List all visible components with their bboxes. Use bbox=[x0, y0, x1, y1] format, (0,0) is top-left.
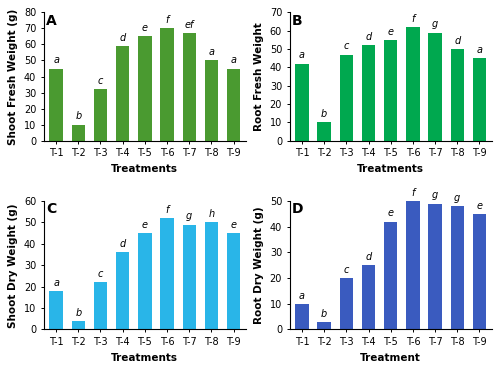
Bar bbox=[428, 33, 442, 141]
Text: h: h bbox=[208, 209, 214, 219]
Text: c: c bbox=[98, 269, 103, 279]
Text: D: D bbox=[292, 202, 304, 216]
Text: c: c bbox=[98, 76, 103, 86]
Bar bbox=[138, 36, 151, 141]
Text: b: b bbox=[321, 309, 328, 319]
Text: f: f bbox=[411, 188, 414, 198]
Text: g: g bbox=[186, 211, 192, 221]
Bar bbox=[116, 252, 130, 329]
Text: C: C bbox=[46, 202, 56, 216]
Text: d: d bbox=[366, 252, 372, 262]
Bar bbox=[94, 89, 107, 141]
Bar bbox=[318, 322, 331, 329]
X-axis label: Treatment: Treatment bbox=[360, 353, 421, 363]
X-axis label: Treatments: Treatments bbox=[357, 164, 424, 174]
Bar bbox=[362, 45, 375, 141]
Bar bbox=[50, 69, 63, 141]
Text: e: e bbox=[388, 209, 394, 219]
Text: e: e bbox=[142, 220, 148, 230]
Bar bbox=[362, 265, 375, 329]
Bar bbox=[450, 206, 464, 329]
X-axis label: Treatments: Treatments bbox=[112, 164, 178, 174]
Text: A: A bbox=[46, 14, 56, 27]
Bar bbox=[116, 46, 130, 141]
Bar bbox=[384, 40, 398, 141]
Text: d: d bbox=[366, 32, 372, 42]
Text: a: a bbox=[53, 55, 59, 65]
Text: a: a bbox=[476, 45, 482, 55]
Text: B: B bbox=[292, 14, 302, 27]
Y-axis label: Root Fresh Weight: Root Fresh Weight bbox=[254, 22, 264, 131]
Text: b: b bbox=[75, 111, 82, 121]
Bar bbox=[182, 33, 196, 141]
Text: f: f bbox=[411, 14, 414, 24]
Bar bbox=[227, 233, 240, 329]
Text: e: e bbox=[388, 27, 394, 37]
Bar bbox=[340, 278, 353, 329]
Text: a: a bbox=[208, 47, 214, 57]
Text: a: a bbox=[230, 55, 236, 65]
Bar bbox=[296, 64, 308, 141]
X-axis label: Treatments: Treatments bbox=[112, 353, 178, 363]
Bar bbox=[473, 58, 486, 141]
Text: a: a bbox=[299, 290, 305, 301]
Bar bbox=[384, 221, 398, 329]
Bar bbox=[428, 204, 442, 329]
Text: d: d bbox=[120, 239, 126, 249]
Text: g: g bbox=[432, 190, 438, 200]
Bar bbox=[205, 223, 218, 329]
Text: b: b bbox=[321, 109, 328, 119]
Y-axis label: Shoot Fresh Weight (g): Shoot Fresh Weight (g) bbox=[8, 9, 18, 145]
Bar bbox=[182, 224, 196, 329]
Bar bbox=[296, 304, 308, 329]
Text: c: c bbox=[344, 41, 349, 51]
Bar bbox=[450, 49, 464, 141]
Bar bbox=[227, 69, 240, 141]
Text: f: f bbox=[166, 15, 168, 25]
Bar bbox=[340, 55, 353, 141]
Text: f: f bbox=[166, 205, 168, 215]
Text: e: e bbox=[142, 23, 148, 33]
Bar bbox=[473, 214, 486, 329]
Bar bbox=[205, 60, 218, 141]
Bar bbox=[138, 233, 151, 329]
Bar bbox=[406, 27, 419, 141]
Text: g: g bbox=[454, 193, 460, 203]
Bar bbox=[50, 291, 63, 329]
Text: a: a bbox=[53, 278, 59, 288]
Text: e: e bbox=[476, 201, 482, 211]
Bar bbox=[72, 125, 85, 141]
Bar bbox=[160, 218, 173, 329]
Text: d: d bbox=[120, 33, 126, 43]
Bar bbox=[94, 282, 107, 329]
Text: g: g bbox=[432, 19, 438, 29]
Text: ef: ef bbox=[184, 20, 194, 30]
Text: c: c bbox=[344, 265, 349, 275]
Bar bbox=[318, 122, 331, 141]
Bar bbox=[160, 29, 173, 141]
Y-axis label: Root Dry Weight (g): Root Dry Weight (g) bbox=[254, 206, 264, 324]
Y-axis label: Shoot Dry Weight (g): Shoot Dry Weight (g) bbox=[8, 203, 18, 328]
Text: b: b bbox=[75, 308, 82, 318]
Text: a: a bbox=[299, 50, 305, 60]
Bar bbox=[72, 321, 85, 329]
Bar bbox=[406, 201, 419, 329]
Text: d: d bbox=[454, 36, 460, 46]
Text: e: e bbox=[230, 220, 236, 230]
